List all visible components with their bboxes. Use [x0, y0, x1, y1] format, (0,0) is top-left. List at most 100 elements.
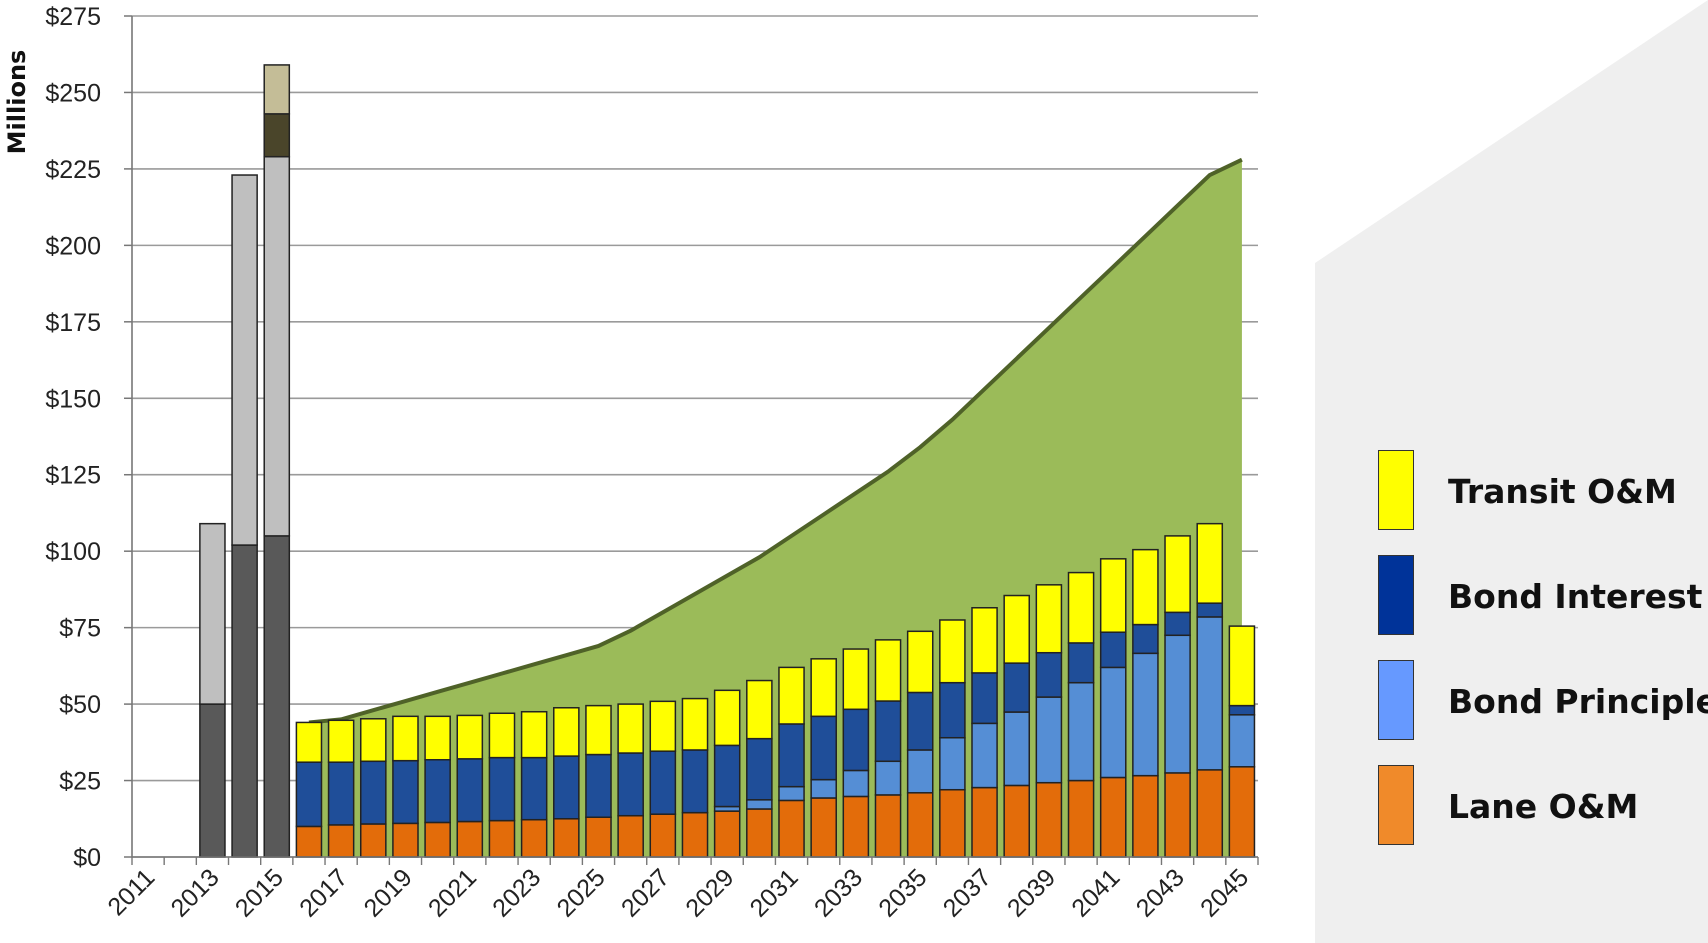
bar-transit_om-2044	[1197, 524, 1222, 604]
bar-transit_om-2029	[715, 690, 740, 745]
construction-bar-2014-seg0	[232, 545, 257, 857]
bar-transit_om-2022	[489, 713, 514, 757]
bar-transit_om-2025	[586, 706, 611, 755]
bar-lane_om-2020	[425, 822, 450, 857]
x-tick-label: 2027	[616, 863, 675, 922]
bar-bond_interest-2023	[522, 758, 547, 820]
bar-bond_principle-2040	[1069, 683, 1094, 781]
bar-lane_om-2040	[1069, 781, 1094, 857]
bar-bond_interest-2018	[361, 761, 386, 824]
bar-bond_interest-2027	[650, 751, 675, 814]
construction-bar-2015-seg0	[264, 536, 289, 857]
bar-bond_principle-2033	[843, 770, 868, 796]
bar-transit_om-2020	[425, 716, 450, 759]
bar-lane_om-2045	[1229, 767, 1254, 857]
bar-transit_om-2019	[393, 716, 418, 760]
construction-bar-2013-seg1	[200, 524, 225, 704]
bar-transit_om-2038	[1004, 596, 1029, 664]
bar-transit_om-2041	[1101, 559, 1126, 632]
bar-transit_om-2045	[1229, 626, 1254, 706]
bar-transit_om-2021	[457, 715, 482, 758]
bar-lane_om-2043	[1165, 773, 1190, 857]
x-tick-label: 2037	[938, 863, 997, 922]
bar-bond_principle-2031	[779, 787, 804, 801]
y-tick-label: $175	[45, 309, 101, 337]
x-tick-label: 2045	[1195, 863, 1254, 922]
bar-bond_interest-2025	[586, 755, 611, 818]
bar-lane_om-2016	[296, 826, 321, 857]
bar-transit_om-2027	[650, 701, 675, 751]
construction-bar-2015-seg3	[264, 65, 289, 114]
bar-bond_principle-2038	[1004, 712, 1029, 785]
bar-transit_om-2039	[1036, 585, 1061, 653]
y-axis-label: Millions	[3, 50, 31, 155]
bar-lane_om-2030	[747, 809, 772, 857]
bar-transit_om-2042	[1133, 550, 1158, 625]
bar-lane_om-2042	[1133, 776, 1158, 857]
y-tick-label: $50	[59, 691, 101, 719]
bar-bond_interest-2021	[457, 759, 482, 822]
legend-swatch	[1378, 660, 1414, 740]
construction-bar-2014-seg1	[232, 175, 257, 545]
bar-lane_om-2039	[1036, 783, 1061, 857]
bar-bond_interest-2034	[875, 701, 900, 761]
bar-bond_interest-2041	[1101, 632, 1126, 667]
bar-transit_om-2043	[1165, 536, 1190, 612]
y-tick-label: $0	[73, 844, 101, 872]
bar-transit_om-2017	[329, 720, 354, 762]
bar-bond_principle-2035	[908, 750, 933, 793]
bar-lane_om-2038	[1004, 785, 1029, 857]
bar-bond_interest-2044	[1197, 603, 1222, 617]
bar-lane_om-2037	[972, 788, 997, 857]
y-tick-label: $100	[45, 538, 101, 566]
bar-bond_principle-2030	[747, 800, 772, 809]
bar-bond_principle-2042	[1133, 653, 1158, 775]
bar-lane_om-2026	[618, 816, 643, 857]
bar-bond_principle-2045	[1229, 715, 1254, 767]
bar-lane_om-2028	[682, 813, 707, 857]
legend-swatch	[1378, 450, 1414, 530]
bar-bond_interest-2029	[715, 745, 740, 806]
bar-transit_om-2032	[811, 659, 836, 716]
bar-lane_om-2023	[522, 820, 547, 857]
bar-bond_interest-2033	[843, 709, 868, 770]
legend-swatch	[1378, 765, 1414, 845]
bar-lane_om-2035	[908, 793, 933, 857]
bar-lane_om-2021	[457, 822, 482, 857]
y-tick-label: $275	[45, 3, 101, 31]
construction-bar-2013-seg0	[200, 704, 225, 857]
bar-lane_om-2029	[715, 811, 740, 857]
bar-lane_om-2018	[361, 824, 386, 857]
y-tick-label: $200	[45, 232, 101, 260]
x-tick-label: 2041	[1066, 863, 1125, 922]
bar-bond_interest-2024	[554, 756, 579, 819]
bar-bond_interest-2039	[1036, 653, 1061, 697]
bar-lane_om-2025	[586, 817, 611, 857]
bar-bond_principle-2039	[1036, 697, 1061, 783]
bar-bond_interest-2038	[1004, 663, 1029, 712]
y-tick-label: $25	[59, 768, 101, 796]
y-tick-label: $225	[45, 156, 101, 184]
x-tick-label: 2015	[230, 863, 289, 922]
bar-transit_om-2033	[843, 649, 868, 709]
bar-bond_interest-2022	[489, 758, 514, 821]
bar-bond_interest-2019	[393, 761, 418, 824]
y-tick-label: $150	[45, 385, 101, 413]
x-tick-label: 2035	[873, 863, 932, 922]
bar-bond_principle-2044	[1197, 617, 1222, 770]
x-tick-label: 2043	[1131, 863, 1190, 922]
construction-bar-2015-seg2	[264, 114, 289, 157]
bar-transit_om-2040	[1069, 573, 1094, 643]
x-tick-label: 2019	[359, 863, 418, 922]
bar-transit_om-2018	[361, 719, 386, 762]
bar-lane_om-2033	[843, 796, 868, 857]
bar-bond_interest-2020	[425, 760, 450, 823]
legend-label: Lane O&M	[1448, 787, 1638, 826]
legend-label: Bond Principle	[1448, 682, 1708, 721]
y-tick-label: $125	[45, 462, 101, 490]
bar-bond_interest-2045	[1229, 706, 1254, 715]
bar-lane_om-2031	[779, 800, 804, 857]
bar-lane_om-2041	[1101, 777, 1126, 857]
x-tick-label: 2025	[552, 863, 611, 922]
bar-transit_om-2037	[972, 608, 997, 673]
